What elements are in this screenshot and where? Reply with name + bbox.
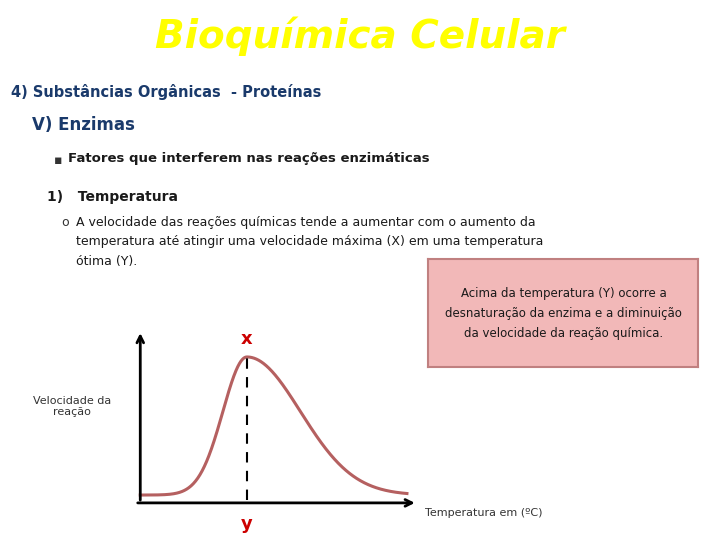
Text: ▪: ▪	[54, 154, 63, 167]
Text: y: y	[241, 516, 253, 534]
Text: Temperatura em (ºC): Temperatura em (ºC)	[425, 508, 542, 518]
Text: x: x	[241, 329, 253, 348]
Text: temperatura até atingir uma velocidade máxima (X) em uma temperatura: temperatura até atingir uma velocidade m…	[76, 235, 543, 248]
Text: V) Enzimas: V) Enzimas	[32, 116, 135, 134]
Text: A velocidade das reações químicas tende a aumentar com o aumento da: A velocidade das reações químicas tende …	[76, 216, 535, 229]
Text: 4) Substâncias Orgânicas  - Proteínas: 4) Substâncias Orgânicas - Proteínas	[11, 84, 321, 100]
Text: Velocidade da
reação: Velocidade da reação	[33, 396, 111, 417]
Text: Acima da temperatura (Y) ocorre a
desnaturação da enzima e a diminuição
da veloc: Acima da temperatura (Y) ocorre a desnat…	[445, 287, 682, 340]
Text: ótima (Y).: ótima (Y).	[76, 255, 137, 268]
Text: Bioquímica Celular: Bioquímica Celular	[155, 17, 565, 56]
Text: o: o	[61, 216, 69, 229]
Text: 1)   Temperatura: 1) Temperatura	[47, 190, 178, 204]
Text: Fatores que interferem nas reações enzimáticas: Fatores que interferem nas reações enzim…	[68, 152, 430, 165]
